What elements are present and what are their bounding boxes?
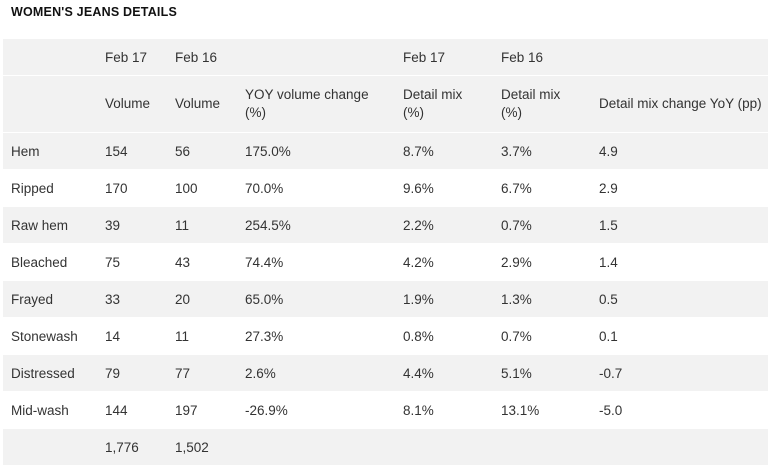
totals-cell	[3, 428, 97, 466]
table-cell: 0.5	[591, 280, 768, 318]
row-label: Mid-wash	[3, 391, 97, 429]
header-label: YOY volume change (%)	[245, 87, 369, 120]
row-label: Hem	[3, 132, 97, 170]
header-row-period: Feb 17 Feb 16 Feb 17 Feb 16	[3, 39, 768, 76]
table-cell: 75	[97, 243, 167, 281]
table-row: Mid-wash 144 197 -26.9% 8.1% 13.1% -5.0	[3, 391, 768, 429]
table-cell: 1.3%	[493, 280, 591, 318]
table-cell: 11	[167, 206, 237, 244]
table-cell: 144	[97, 391, 167, 429]
table-cell: 170	[97, 169, 167, 207]
totals-cell: 1,776	[97, 428, 167, 466]
table-cell: 0.1	[591, 317, 768, 355]
table-cell: 2.9%	[493, 243, 591, 281]
header-cell: Volume	[97, 75, 167, 133]
table-cell: 20	[167, 280, 237, 318]
header-cell	[237, 39, 395, 76]
table-cell: 2.2%	[395, 206, 493, 244]
row-label: Distressed	[3, 354, 97, 392]
header-cell	[3, 39, 97, 76]
header-label: Detail mix (%)	[403, 87, 463, 120]
table-cell: 154	[97, 132, 167, 170]
row-label: Stonewash	[3, 317, 97, 355]
header-cell: Feb 17	[97, 39, 167, 76]
table-cell: 43	[167, 243, 237, 281]
table-cell: 39	[97, 206, 167, 244]
totals-cell	[591, 428, 768, 466]
table-cell: 27.3%	[237, 317, 395, 355]
header-cell	[3, 75, 97, 133]
table-cell: 65.0%	[237, 280, 395, 318]
row-label: Ripped	[3, 169, 97, 207]
table-cell: 1.4	[591, 243, 768, 281]
table-cell: 0.7%	[493, 206, 591, 244]
table-cell: 14	[97, 317, 167, 355]
table-cell: 74.4%	[237, 243, 395, 281]
header-cell: Feb 16	[167, 39, 237, 76]
table-cell: 1.9%	[395, 280, 493, 318]
table-cell: 4.4%	[395, 354, 493, 392]
table-cell: 3.7%	[493, 132, 591, 170]
header-label: Detail mix change YoY (pp)	[599, 96, 762, 111]
table-cell: 0.7%	[493, 317, 591, 355]
totals-cell	[237, 428, 395, 466]
table-cell: 8.1%	[395, 391, 493, 429]
header-cell: Feb 16	[493, 39, 591, 76]
table-cell: 0.8%	[395, 317, 493, 355]
table-row: Raw hem 39 11 254.5% 2.2% 0.7% 1.5	[3, 206, 768, 244]
totals-row: 1,776 1,502	[3, 428, 768, 466]
table-row: Bleached 75 43 74.4% 4.2% 2.9% 1.4	[3, 243, 768, 281]
table-cell: 8.7%	[395, 132, 493, 170]
header-cell: Detail mix (%)	[493, 75, 591, 133]
header-cell: Feb 17	[395, 39, 493, 76]
totals-cell	[395, 428, 493, 466]
table-cell: 4.2%	[395, 243, 493, 281]
row-label: Raw hem	[3, 206, 97, 244]
row-label: Frayed	[3, 280, 97, 318]
table-cell: 11	[167, 317, 237, 355]
table-title: WOMEN'S JEANS DETAILS	[11, 5, 177, 19]
header-label: Detail mix (%)	[501, 87, 561, 120]
table-cell: 9.6%	[395, 169, 493, 207]
table-cell: 77	[167, 354, 237, 392]
table-cell: 70.0%	[237, 169, 395, 207]
table-cell: 197	[167, 391, 237, 429]
jeans-details-table: Feb 17 Feb 16 Feb 17 Feb 16 Volume Volum…	[3, 39, 768, 466]
totals-cell	[493, 428, 591, 466]
header-cell: Volume	[167, 75, 237, 133]
table-cell: 100	[167, 169, 237, 207]
table-row: Frayed 33 20 65.0% 1.9% 1.3% 0.5	[3, 280, 768, 318]
table-cell: 56	[167, 132, 237, 170]
table-cell: 2.6%	[237, 354, 395, 392]
header-cell: Detail mix change YoY (pp)	[591, 75, 768, 133]
header-row-metric: Volume Volume YOY volume change (%) Deta…	[3, 75, 768, 133]
header-cell: YOY volume change (%)	[237, 75, 395, 133]
table-cell: 254.5%	[237, 206, 395, 244]
table-cell: 4.9	[591, 132, 768, 170]
table-row: Hem 154 56 175.0% 8.7% 3.7% 4.9	[3, 132, 768, 170]
table-cell: 13.1%	[493, 391, 591, 429]
table-row: Ripped 170 100 70.0% 9.6% 6.7% 2.9	[3, 169, 768, 207]
table-cell: 79	[97, 354, 167, 392]
header-cell	[591, 39, 768, 76]
table-cell: -5.0	[591, 391, 768, 429]
table-row: Stonewash 14 11 27.3% 0.8% 0.7% 0.1	[3, 317, 768, 355]
table-cell: 5.1%	[493, 354, 591, 392]
table-cell: 1.5	[591, 206, 768, 244]
totals-cell: 1,502	[167, 428, 237, 466]
table-cell: 2.9	[591, 169, 768, 207]
header-cell: Detail mix (%)	[395, 75, 493, 133]
table-cell: -26.9%	[237, 391, 395, 429]
table-row: Distressed 79 77 2.6% 4.4% 5.1% -0.7	[3, 354, 768, 392]
table-cell: 33	[97, 280, 167, 318]
row-label: Bleached	[3, 243, 97, 281]
table-cell: -0.7	[591, 354, 768, 392]
table-cell: 6.7%	[493, 169, 591, 207]
table-cell: 175.0%	[237, 132, 395, 170]
